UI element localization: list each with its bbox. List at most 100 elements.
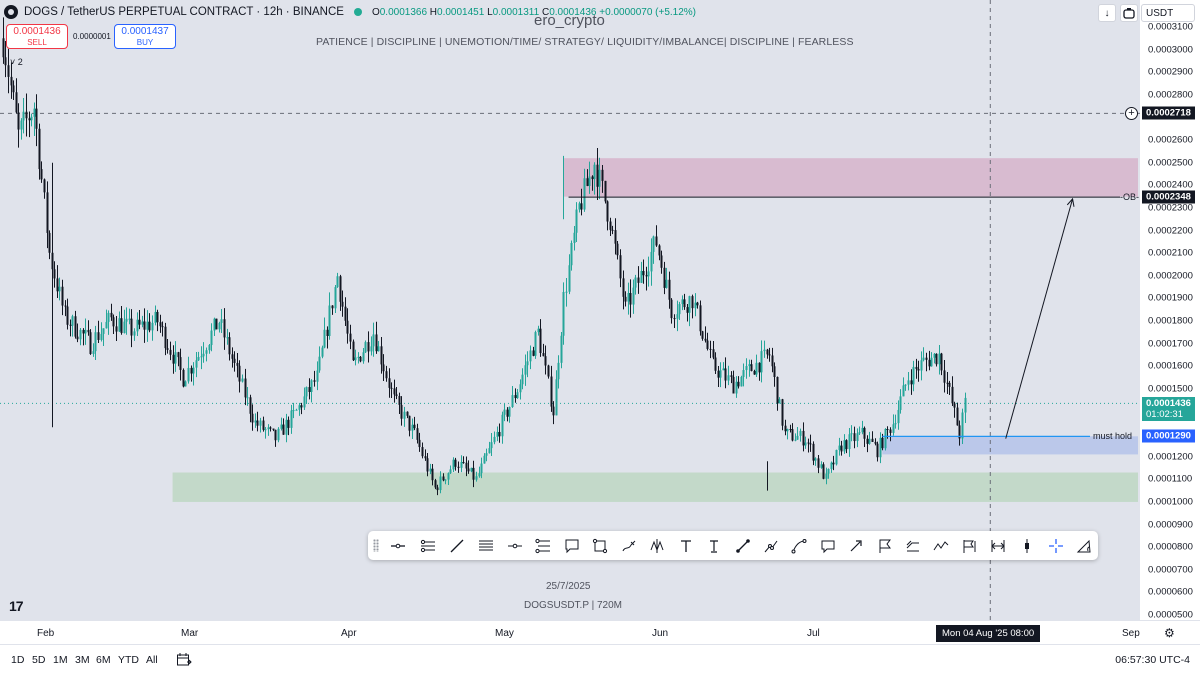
calendar-range-icon[interactable] xyxy=(176,652,192,672)
candle-body-256 xyxy=(660,255,663,268)
candle-body-3 xyxy=(10,76,13,86)
date-range-icon[interactable] xyxy=(988,536,1007,555)
candle-body-222 xyxy=(573,232,576,243)
candle-body-160 xyxy=(413,424,416,429)
ohlc-values: O0.0001366 H0.0001451 L0.0001311 C0.0001… xyxy=(371,6,697,18)
candle-body-67 xyxy=(174,352,177,364)
arrow-marker-icon[interactable] xyxy=(733,536,752,555)
curve-icon[interactable] xyxy=(789,536,808,555)
candle-body-2 xyxy=(7,65,10,77)
range-all-button[interactable]: All xyxy=(146,654,158,666)
chart-pane[interactable]: DOGS / TetherUS PERPETUAL CONTRACT · 12h… xyxy=(0,0,1140,620)
range-1d-button[interactable]: 1D xyxy=(11,654,25,666)
candle-body-364 xyxy=(938,353,941,365)
rectangle-icon[interactable] xyxy=(590,536,609,555)
time-axis[interactable]: Mon 04 Aug '25 08:00 ⚙ Feb Mar Apr May Jun Ju… xyxy=(0,620,1200,644)
snapshot-date: 25/7/2025 xyxy=(546,581,591,592)
candle-body-31 xyxy=(82,329,85,334)
range-5d-button[interactable]: 5D xyxy=(32,654,46,666)
indicator-collapse-toggle[interactable]: ˅ 2 xyxy=(10,57,23,67)
trend-line-icon[interactable] xyxy=(447,536,466,555)
camera-icon[interactable] xyxy=(1120,4,1138,22)
candle-body-58 xyxy=(151,322,154,331)
candle-body-237 xyxy=(611,229,614,231)
anchored-text-icon[interactable] xyxy=(704,536,723,555)
sell-button[interactable]: 0.0001436 SELL xyxy=(6,24,68,49)
range-6m-button[interactable]: 6M xyxy=(96,654,111,666)
candle-body-38 xyxy=(100,333,103,340)
buy-button[interactable]: 0.0001437 BUY xyxy=(114,24,176,49)
candle-body-221 xyxy=(570,242,573,266)
candle-body-300 xyxy=(773,366,776,377)
candle-body-77 xyxy=(200,356,203,358)
xabcd-icon[interactable] xyxy=(931,536,950,555)
candle-body-276 xyxy=(712,349,715,358)
horizontal-line-icon[interactable] xyxy=(388,536,407,555)
down-arrow-icon[interactable]: ↓ xyxy=(1098,4,1116,22)
utc-clock[interactable]: 06:57:30 UTC-4 xyxy=(1115,654,1190,666)
candle-body-143 xyxy=(370,346,373,352)
candle-body-140 xyxy=(362,352,365,362)
candle-body-188 xyxy=(485,453,488,456)
toolbar-drag-handle[interactable] xyxy=(373,539,379,552)
range-3m-button[interactable]: 3M xyxy=(75,654,90,666)
candle-body-68 xyxy=(177,352,180,358)
range-ytd-button[interactable]: YTD xyxy=(118,654,139,666)
price-tick-label: 0.0000500 xyxy=(1148,609,1193,621)
candle-body-326 xyxy=(840,445,843,452)
tradingview-logo[interactable]: 17 xyxy=(9,598,24,614)
candle-body-340 xyxy=(876,443,879,458)
candle-body-355 xyxy=(915,366,918,369)
ruler-icon[interactable] xyxy=(1074,536,1093,555)
candle-body-329 xyxy=(848,434,851,450)
candle-body-76 xyxy=(197,357,200,361)
candle-body-92 xyxy=(238,365,241,382)
add-alert-icon[interactable]: + xyxy=(1125,107,1138,120)
candle-body-261 xyxy=(673,318,676,320)
flag-icon[interactable] xyxy=(875,536,894,555)
price-chart[interactable] xyxy=(0,0,1140,620)
fib-retracement-icon[interactable] xyxy=(533,536,552,555)
brush-icon[interactable] xyxy=(619,536,638,555)
candle-body-8 xyxy=(22,111,25,121)
candle-body-207 xyxy=(534,332,537,356)
candle-body-56 xyxy=(146,321,149,330)
candle-body-292 xyxy=(753,370,756,375)
comment-icon[interactable] xyxy=(818,536,837,555)
arrow-icon[interactable] xyxy=(846,536,865,555)
candle-body-47 xyxy=(123,321,126,334)
cross-line-icon[interactable] xyxy=(505,536,524,555)
candle-body-93 xyxy=(241,378,244,382)
candle-body-102 xyxy=(264,429,267,431)
candle-body-354 xyxy=(912,366,915,385)
price-axis[interactable]: 0.0003100 0.0003000 0.0002900 0.0002800 0.00… xyxy=(1140,0,1200,621)
candle-body-225 xyxy=(580,203,583,210)
candle-body-327 xyxy=(843,440,846,452)
symbol-title[interactable]: DOGS / TetherUS PERPETUAL CONTRACT · 12h… xyxy=(24,6,344,18)
candle-body-110 xyxy=(285,419,288,435)
path-icon[interactable] xyxy=(761,536,780,555)
hold-line-label: must hold xyxy=(1093,431,1133,441)
candle-body-297 xyxy=(766,349,769,355)
candle-body-136 xyxy=(352,341,355,361)
horizontal-ray-icon[interactable] xyxy=(418,536,437,555)
range-1m-button[interactable]: 1M xyxy=(53,654,68,666)
spread-value: 0.0000001 xyxy=(73,32,111,41)
crosshair-icon[interactable] xyxy=(1046,536,1065,555)
forecast-icon[interactable] xyxy=(903,536,922,555)
parallel-channel-icon[interactable] xyxy=(476,536,495,555)
measure-icon[interactable] xyxy=(1017,536,1036,555)
candle-body-306 xyxy=(789,429,792,431)
text-icon[interactable] xyxy=(676,536,695,555)
candle-body-133 xyxy=(344,306,347,321)
long-position-icon[interactable] xyxy=(959,536,978,555)
candle-body-332 xyxy=(856,433,859,442)
currency-select[interactable]: USDT xyxy=(1141,4,1195,22)
callout-icon[interactable] xyxy=(562,536,581,555)
candle-body-122 xyxy=(316,370,319,382)
pattern-icon[interactable] xyxy=(647,536,666,555)
candle-body-111 xyxy=(287,419,290,428)
candle-body-240 xyxy=(619,255,622,279)
gear-icon[interactable]: ⚙ xyxy=(1164,626,1175,640)
candle-body-100 xyxy=(259,420,262,426)
